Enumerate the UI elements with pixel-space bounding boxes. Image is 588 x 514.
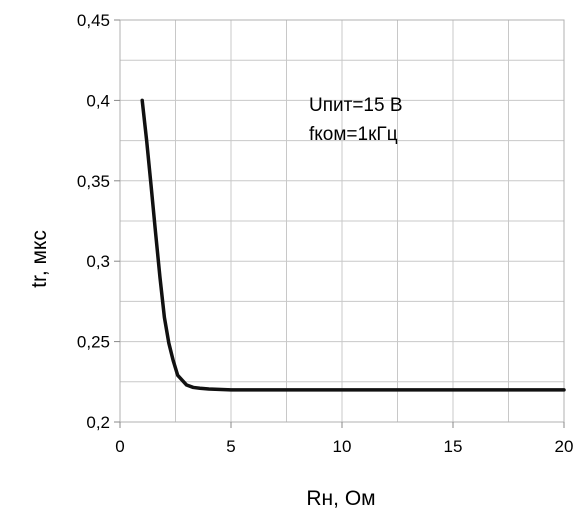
x-tick-label: 20 (555, 437, 574, 456)
series-layer (140, 98, 566, 392)
x-axis-ticks: 0 5 10 15 20 (115, 422, 573, 456)
grid (119, 19, 565, 423)
x-tick-label: 10 (333, 437, 352, 456)
y-tick-label: 0,2 (86, 413, 110, 432)
y-tick-label: 0,35 (77, 172, 110, 191)
y-tick-label: 0,25 (77, 333, 110, 352)
x-axis-title: Rн, Ом (306, 487, 375, 510)
annotation-supply-voltage: Uпит=15 В (309, 95, 403, 116)
x-tick-label: 15 (444, 437, 463, 456)
y-tick-label: 0,45 (77, 11, 110, 30)
y-axis-title: tr, мкс (28, 230, 51, 288)
y-tick-label: 0,4 (86, 91, 110, 110)
series-line (140, 98, 566, 392)
annotation-switching-frequency: fком=1кГц (309, 124, 398, 145)
x-tick-label: 5 (226, 437, 235, 456)
x-tick-label: 0 (115, 437, 124, 456)
y-axis-ticks: 0,2 0,25 0,3 0,35 0,4 0,45 (77, 11, 120, 432)
y-tick-label: 0,3 (86, 252, 110, 271)
